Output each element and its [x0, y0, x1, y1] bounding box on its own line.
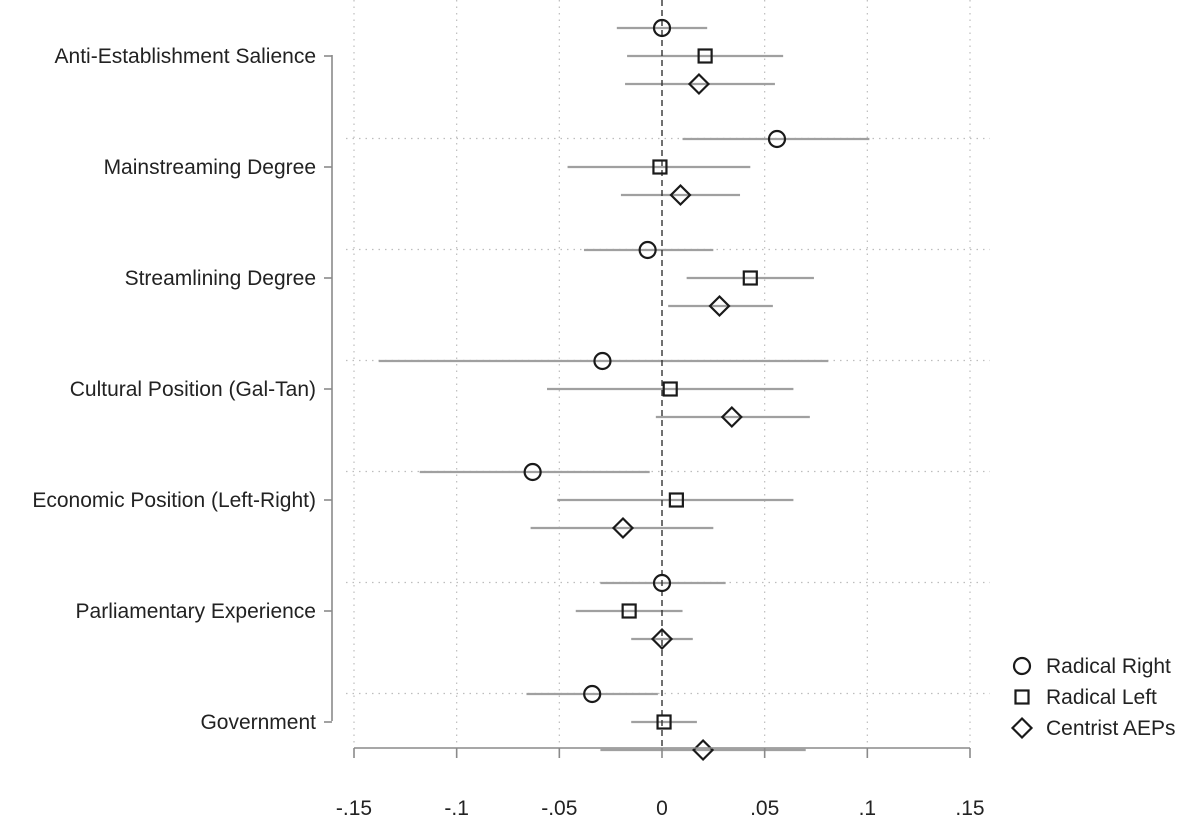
- diamond-marker: [650, 627, 674, 651]
- x-axis: -.15 -.1 -.05 0 .05 .1 .15: [336, 747, 985, 820]
- circle-marker: [652, 573, 672, 593]
- circle-marker: [593, 351, 612, 371]
- legend-label: Radical Left: [1046, 686, 1157, 709]
- x-tick-label: .1: [859, 797, 877, 820]
- legend-label: Radical Right: [1046, 655, 1171, 678]
- square-marker: [652, 159, 668, 175]
- square-marker: [742, 270, 758, 286]
- x-tick-label: .05: [750, 797, 779, 820]
- x-tick-label: .15: [955, 797, 984, 820]
- y-axis: Anti-Establishment Salience Mainstreaming…: [32, 45, 333, 734]
- category-label: Economic Position (Left-Right): [32, 489, 316, 512]
- circle-marker: [638, 240, 657, 260]
- category-label: Cultural Position (Gal-Tan): [70, 378, 316, 401]
- legend-circle-marker: [1012, 656, 1032, 676]
- square-marker: [656, 714, 672, 730]
- diamond-marker: [708, 294, 731, 318]
- square-marker: [697, 48, 713, 64]
- legend-diamond-marker: [1010, 716, 1034, 740]
- diamond-marker: [669, 183, 692, 207]
- circle-marker: [767, 129, 787, 149]
- circle-marker: [583, 684, 602, 704]
- diamond-marker: [611, 516, 635, 540]
- x-tick-label: -.1: [444, 797, 469, 820]
- category-label: Parliamentary Experience: [76, 600, 316, 623]
- square-marker: [621, 603, 637, 619]
- legend-label: Centrist AEPs: [1046, 717, 1176, 740]
- diamond-marker: [692, 738, 715, 762]
- x-tick-label: -.15: [336, 797, 372, 820]
- diamond-marker: [720, 405, 743, 429]
- diamond-marker: [687, 72, 711, 96]
- legend-square-marker: [1014, 689, 1030, 705]
- category-label: Government: [200, 711, 316, 734]
- legend: Radical Right Radical Left Centrist AEPs: [1010, 655, 1176, 740]
- circle-marker: [652, 18, 672, 38]
- circle-marker: [523, 462, 542, 482]
- point-estimates: [523, 18, 787, 762]
- grid-lines: [346, 0, 990, 746]
- square-marker: [668, 492, 684, 508]
- category-label: Streamlining Degree: [125, 267, 316, 290]
- square-marker: [662, 381, 678, 397]
- category-label: Anti-Establishment Salience: [55, 45, 316, 68]
- category-label: Mainstreaming Degree: [104, 156, 316, 179]
- confidence-intervals: [378, 26, 870, 752]
- x-tick-label: -.05: [541, 797, 577, 820]
- x-tick-label: 0: [656, 797, 668, 820]
